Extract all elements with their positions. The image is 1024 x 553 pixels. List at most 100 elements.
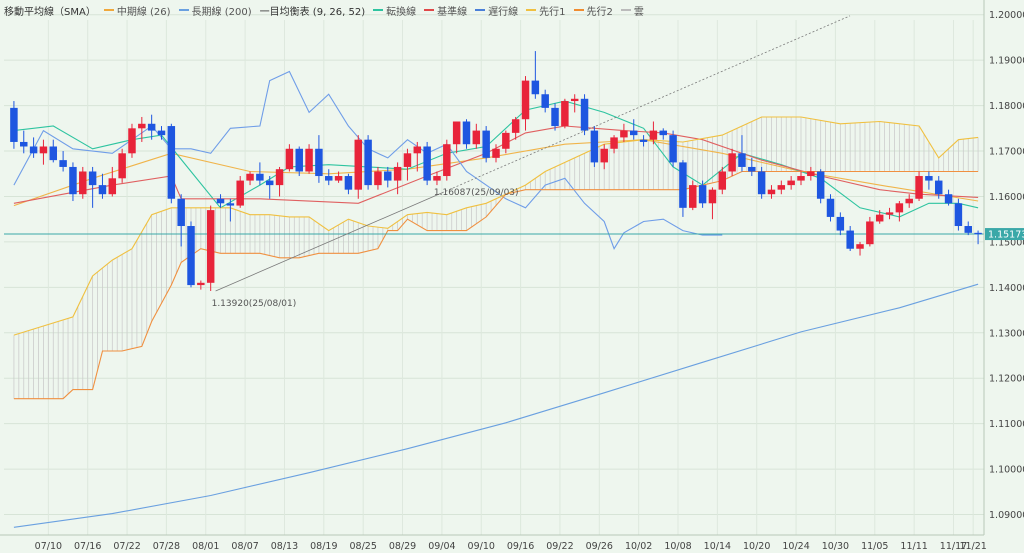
candle-body: [570, 98, 579, 102]
legend-item[interactable]: 先行1: [526, 3, 566, 18]
candle-body: [629, 130, 638, 136]
candle-body: [777, 185, 786, 190]
candle-body: [836, 216, 845, 231]
legend-label: 先行1: [539, 6, 566, 18]
y-tick-label: 1.12000: [989, 374, 1024, 385]
current-price-label: 1.15173: [988, 230, 1024, 241]
legend-swatch: [620, 9, 631, 11]
candle-body: [364, 139, 372, 186]
legend-item[interactable]: 先行2: [573, 3, 613, 18]
candle-body: [767, 189, 776, 195]
legend: 移動平均線（SMA） 中期線 (26) 長期線 (200) 一目均衡表 (9, 26…: [0, 0, 644, 20]
candle-body: [452, 121, 461, 145]
legend-item[interactable]: 雲: [620, 3, 644, 18]
candle-body: [325, 176, 333, 181]
candle-body: [964, 226, 972, 233]
candle-body: [718, 171, 727, 190]
candle-body: [462, 121, 471, 145]
candle-body: [177, 198, 185, 227]
legend-swatch: [526, 9, 537, 11]
candle-body: [748, 166, 756, 172]
candle-body: [305, 148, 313, 172]
candle-body: [531, 80, 540, 95]
candle-body: [39, 146, 48, 154]
legend-item[interactable]: 遅行線: [475, 3, 518, 18]
x-tick-label: 11/05: [861, 541, 888, 552]
candle-body: [315, 148, 323, 177]
candle-body: [384, 171, 392, 181]
candle-body: [128, 128, 136, 154]
candle-body: [334, 176, 343, 181]
legend-swatch: [424, 9, 435, 11]
x-tick-label: 08/13: [271, 541, 298, 552]
legend-label: 転換線: [386, 6, 417, 18]
candle-body: [807, 171, 815, 177]
legend-label: 中期線 (26): [116, 6, 171, 18]
candle-body: [679, 162, 687, 208]
y-tick-label: 1.13000: [989, 328, 1024, 339]
x-tick-label: 09/04: [428, 541, 455, 552]
candle-body: [521, 80, 530, 120]
candle-body: [511, 119, 520, 133]
candle-body: [49, 146, 58, 161]
candle-body: [20, 141, 28, 147]
candle-body: [600, 148, 608, 163]
candle-body: [875, 214, 884, 222]
candle-body: [757, 171, 766, 195]
candle-body: [659, 130, 667, 136]
candle-body: [206, 210, 215, 283]
legend-item[interactable]: 転換線: [373, 3, 416, 18]
legend-item[interactable]: 基準線: [424, 3, 467, 18]
legend-label: 先行2: [586, 6, 613, 18]
x-tick-label: 07/10: [35, 541, 62, 552]
x-tick-label: 11/11: [900, 541, 927, 552]
y-tick-label: 1.17000: [989, 147, 1024, 158]
candle-body: [866, 221, 874, 245]
candle-body: [728, 153, 736, 172]
candle-body: [944, 194, 953, 204]
x-tick-label: 10/24: [782, 541, 809, 552]
candle-body: [698, 185, 707, 204]
candle-body: [197, 282, 205, 286]
current-price-tag: [985, 228, 1024, 241]
candle-body: [905, 198, 913, 204]
series-line: [13, 283, 979, 528]
candle-body: [649, 130, 658, 140]
x-tick-label: 09/16: [507, 541, 534, 552]
series-line: [13, 125, 979, 204]
legend-label: 遅行線: [488, 6, 519, 18]
x-tick-label: 10/08: [664, 541, 691, 552]
x-tick-label: 08/29: [389, 541, 416, 552]
candle-body: [954, 203, 963, 227]
candle-body: [265, 180, 274, 186]
y-tick-label: 1.09000: [989, 510, 1024, 521]
candle-body: [816, 171, 825, 199]
candle-body: [787, 180, 795, 186]
series-line: [13, 70, 723, 250]
candle-body: [10, 107, 18, 142]
candle-body: [167, 126, 176, 199]
candle-body: [669, 135, 677, 163]
candle-body: [895, 203, 904, 213]
candle-body: [216, 198, 225, 204]
candle-body: [502, 132, 510, 149]
y-tick-label: 1.14000: [989, 283, 1024, 294]
legend-item[interactable]: 中期線 (26): [103, 3, 171, 18]
candle-body: [797, 176, 805, 181]
legend-label: 長期線 (200): [191, 6, 252, 18]
y-tick-label: 1.16000: [989, 192, 1024, 203]
x-tick-label: 09/26: [586, 541, 613, 552]
series-line: [13, 116, 979, 336]
legend-swatch: [573, 9, 584, 11]
legend-item[interactable]: 一目均衡表 (9, 26, 52): [260, 3, 366, 18]
candle-body: [443, 144, 451, 177]
trend-line: [215, 192, 443, 292]
legend-item[interactable]: 長期線 (200): [178, 3, 252, 18]
candle-body: [374, 171, 382, 186]
candle-body: [885, 212, 894, 215]
candle-body: [433, 176, 441, 181]
y-tick-label: 1.15000: [989, 237, 1024, 248]
candle-body: [157, 130, 166, 136]
candle-body: [69, 166, 77, 195]
